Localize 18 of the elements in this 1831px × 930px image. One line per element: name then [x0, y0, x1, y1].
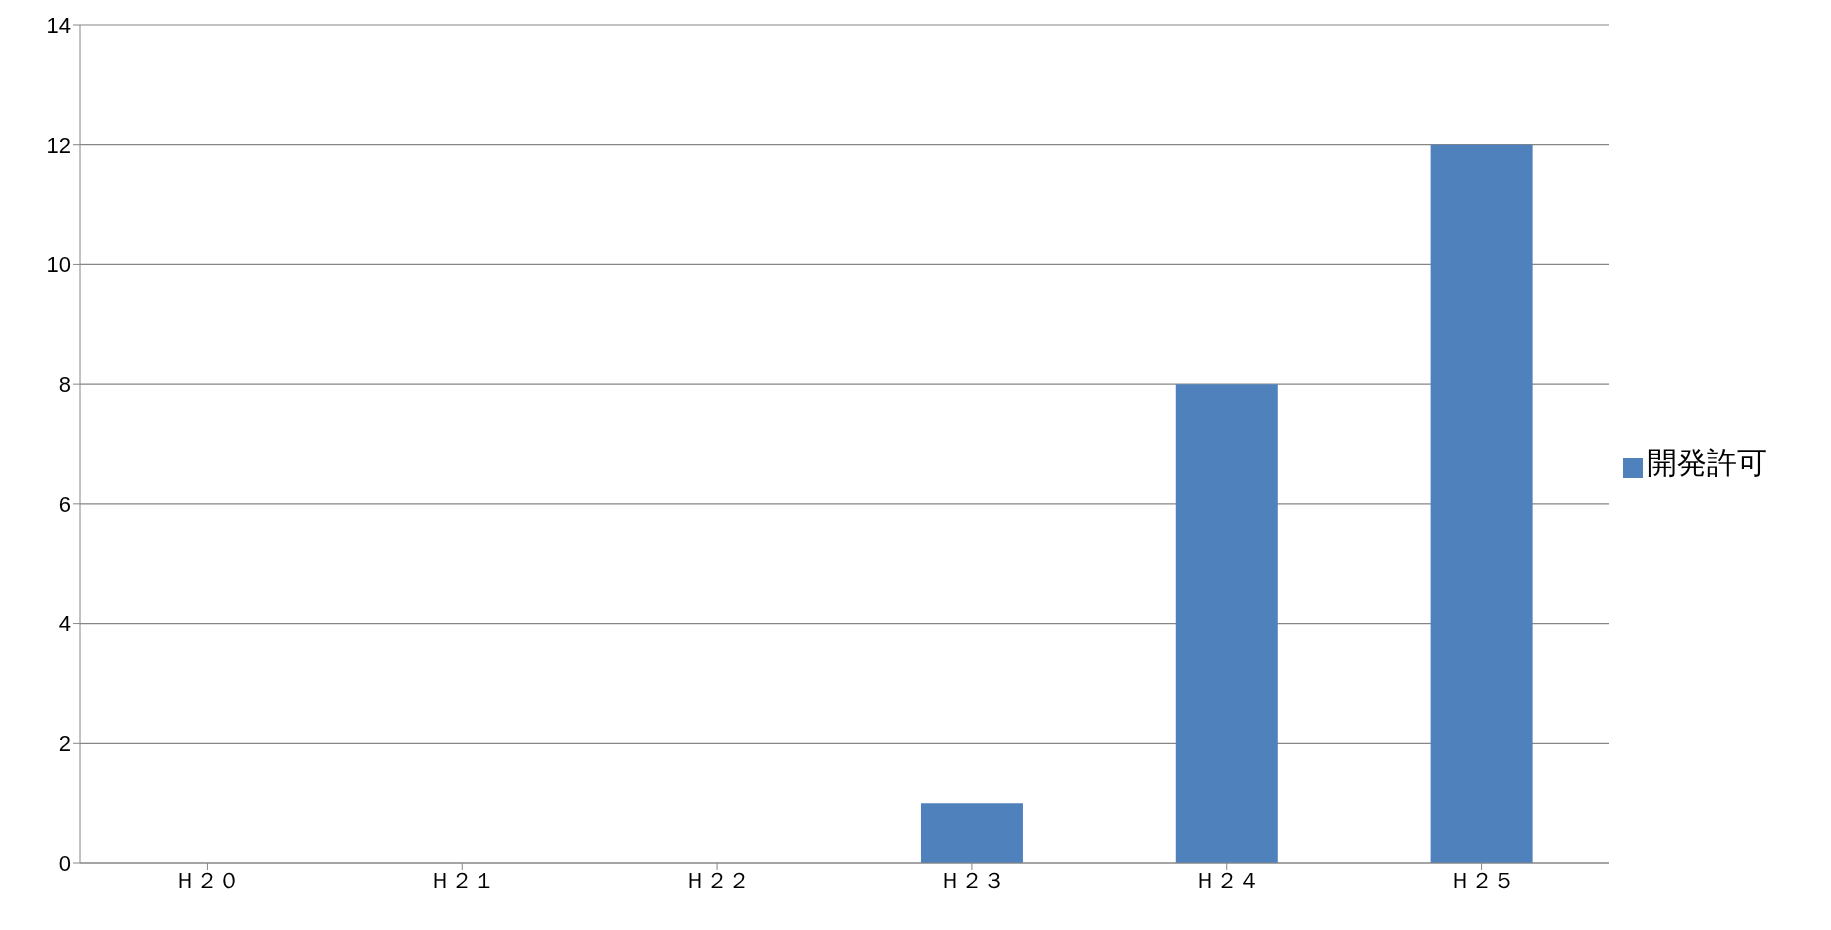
- y-tick-label: 12: [46, 132, 71, 158]
- y-tick-label: 8: [58, 371, 71, 397]
- x-tick-label: Ｈ２０: [174, 867, 241, 893]
- y-tick-label: 4: [58, 611, 71, 637]
- x-tick-label: Ｈ２１: [429, 867, 496, 893]
- y-tick-label: 2: [58, 731, 71, 757]
- x-tick-label: Ｈ２３: [938, 867, 1005, 893]
- x-tick-label: Ｈ２４: [1193, 867, 1260, 893]
- x-tick-label: Ｈ２２: [684, 867, 751, 893]
- x-tick-label: Ｈ２５: [1448, 867, 1515, 893]
- bar: [1430, 144, 1533, 863]
- legend-label: 開発許可: [1647, 444, 1767, 480]
- y-tick-label: 10: [46, 252, 71, 278]
- y-tick-label: 0: [58, 850, 71, 876]
- bar: [1175, 384, 1278, 863]
- bar: [920, 803, 1023, 863]
- y-tick-label: 14: [46, 12, 71, 38]
- y-tick-label: 6: [58, 491, 71, 517]
